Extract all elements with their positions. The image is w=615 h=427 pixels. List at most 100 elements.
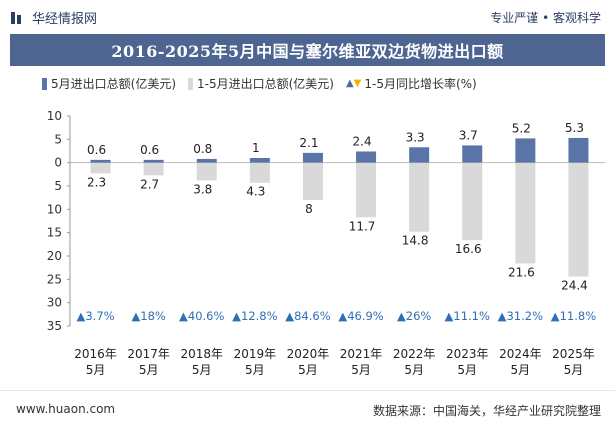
logo: 华经情报网	[10, 8, 97, 27]
legend-item-growth: ▲ ▼ 1-5月同比增长率(%)	[346, 75, 477, 92]
data-label-monthly: 1	[252, 141, 260, 155]
bar-cumulative	[462, 162, 483, 241]
data-label-growth: ▲11.8%	[551, 309, 596, 323]
chart-area: 10 5 0 5 10 15 20 25 30 35 0.6 2.3 ▲3.7% 2016年 5月 0.6 2.…	[47, 109, 605, 377]
data-label-monthly: 2.1	[299, 136, 318, 150]
x-tick-label: 2016年	[74, 347, 117, 361]
data-label-monthly: 3.7	[459, 128, 478, 142]
x-tick-label: 2023年	[446, 347, 489, 361]
legend-swatch-monthly	[42, 77, 47, 90]
data-label-monthly: 5.3	[565, 121, 584, 135]
y-tick-label: 35	[47, 319, 62, 333]
bar-cumulative	[302, 162, 323, 200]
legend-swatch-cumulative	[188, 77, 193, 90]
data-label-growth: ▲3.7%	[77, 309, 115, 323]
x-tick-label: 2025年	[552, 347, 595, 361]
data-label-growth: ▲26%	[397, 309, 431, 323]
x-tick-label: 2021年	[340, 347, 383, 361]
x-tick-label: 5月	[457, 363, 477, 377]
bar-cumulative	[568, 162, 589, 277]
footer: www.huaon.com 数据来源：中国海关，华经产业研究院整理	[0, 390, 615, 427]
x-tick-label: 5月	[192, 363, 212, 377]
bar-cumulative	[356, 162, 377, 218]
legend-item-cumulative: 1-5月进出口总额(亿美元)	[188, 75, 334, 92]
triangle-up-icon: ▲	[345, 78, 354, 89]
data-label-cumulative: 16.6	[455, 242, 482, 256]
legend-label-cumulative: 1-5月进出口总额(亿美元)	[197, 77, 334, 91]
data-label-monthly: 2.4	[353, 134, 372, 148]
data-label-monthly: 0.6	[140, 143, 159, 157]
data-label-growth: ▲46.9%	[338, 309, 383, 323]
data-label-growth: ▲11.1%	[445, 309, 490, 323]
legend: 5月进出口总额(亿美元) 1-5月进出口总额(亿美元) ▲ ▼ 1-5月同比增长…	[42, 75, 489, 92]
bar-monthly	[90, 159, 111, 163]
y-tick-label: 30	[47, 296, 62, 310]
legend-label-monthly: 5月进出口总额(亿美元)	[51, 77, 176, 91]
data-label-monthly: 0.8	[193, 142, 212, 156]
legend-label-growth: 1-5月同比增长率(%)	[364, 77, 477, 91]
title-bar: 2016-2025年5月中国与塞尔维亚双边货物进出口额	[10, 34, 605, 66]
data-label-cumulative: 11.7	[349, 219, 376, 233]
data-label-monthly: 5.2	[512, 121, 531, 135]
bar-cumulative	[143, 162, 164, 176]
y-tick-label: 20	[47, 249, 62, 263]
y-tick-label: 10	[47, 109, 62, 123]
x-tick-label: 5月	[298, 363, 318, 377]
bar-cumulative	[409, 162, 430, 232]
brand-name: 华经情报网	[32, 12, 98, 27]
bar-cumulative	[196, 162, 217, 181]
data-label-cumulative: 2.7	[140, 177, 159, 191]
x-tick-label: 2022年	[393, 347, 436, 361]
data-label-cumulative: 24.4	[561, 279, 588, 293]
x-tick-label: 5月	[245, 363, 265, 377]
x-tick-label: 2018年	[180, 347, 223, 361]
bar-monthly	[356, 151, 377, 163]
website-url: www.huaon.com	[16, 402, 116, 416]
data-label-monthly: 3.3	[406, 130, 425, 144]
y-tick-label: 25	[47, 272, 62, 286]
x-tick-label: 2020年	[287, 347, 330, 361]
bar-monthly	[196, 158, 217, 163]
brand-logo-icon	[11, 11, 21, 24]
data-source: 数据来源：中国海关，华经产业研究院整理	[372, 404, 601, 418]
data-label-growth: ▲12.8%	[232, 309, 277, 323]
data-label-growth: ▲40.6%	[179, 309, 224, 323]
bar-cumulative	[249, 162, 270, 183]
data-label-cumulative: 3.8	[193, 182, 212, 196]
data-label-growth: ▲84.6%	[285, 309, 330, 323]
bar-monthly	[515, 138, 536, 163]
data-label-cumulative: 8	[305, 202, 313, 216]
x-tick-label: 2017年	[127, 347, 170, 361]
x-tick-label: 5月	[351, 363, 371, 377]
x-tick-label: 5月	[564, 363, 584, 377]
y-tick-label: 10	[47, 202, 62, 216]
data-label-cumulative: 21.6	[508, 265, 535, 279]
bar-cumulative	[90, 162, 111, 174]
bar-monthly	[568, 137, 589, 163]
y-tick-label: 15	[47, 226, 62, 240]
x-tick-label: 5月	[404, 363, 424, 377]
x-tick-label: 5月	[86, 363, 106, 377]
y-tick-label: 5	[54, 179, 62, 193]
y-tick-label: 5	[54, 132, 62, 146]
top-bar: 华经情报网 专业严谨 • 客观科学	[0, 0, 615, 34]
legend-item-monthly: 5月进出口总额(亿美元)	[42, 75, 176, 92]
bar-monthly	[302, 152, 323, 163]
data-label-cumulative: 2.3	[87, 175, 106, 189]
bar-monthly	[462, 145, 483, 163]
chart-title: 2016-2025年5月中国与塞尔维亚双边货物进出口额	[111, 42, 504, 61]
x-tick-label: 5月	[511, 363, 531, 377]
bar-monthly	[249, 158, 270, 163]
y-tick-label: 0	[54, 156, 62, 170]
bar-monthly	[409, 147, 430, 163]
slogan: 专业严谨 • 客观科学	[490, 11, 601, 25]
triangle-down-icon: ▼	[353, 78, 362, 89]
data-label-cumulative: 14.8	[402, 234, 429, 248]
bar-monthly	[143, 159, 164, 163]
x-tick-label: 2024年	[499, 347, 542, 361]
x-tick-label: 2019年	[234, 347, 277, 361]
data-label-growth: ▲31.2%	[498, 309, 543, 323]
data-label-growth: ▲18%	[131, 309, 165, 323]
bar-cumulative	[515, 162, 536, 264]
data-label-cumulative: 4.3	[246, 185, 265, 199]
